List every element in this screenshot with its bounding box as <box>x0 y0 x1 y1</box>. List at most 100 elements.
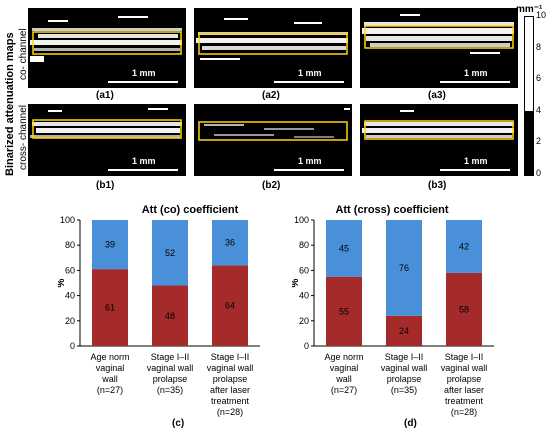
chart-c-tag: (c) <box>172 418 185 429</box>
map-texture-b1 <box>30 108 182 171</box>
category-label: vaginal wall <box>441 363 488 373</box>
bar-segment <box>212 265 248 346</box>
category-label: prolapse <box>447 374 482 384</box>
category-label: vaginal wall <box>381 363 428 373</box>
bar-segment <box>152 285 188 346</box>
map-texture-a3 <box>362 14 514 83</box>
bar-segment <box>446 272 482 346</box>
chart-d-tag: (d) <box>404 418 417 429</box>
roi-box <box>364 25 514 49</box>
roi-box <box>364 120 514 140</box>
category-label: (n=28) <box>451 407 477 417</box>
roi-box <box>32 31 182 55</box>
roi-box <box>198 121 348 141</box>
category-label: wall <box>335 374 352 384</box>
category-label: (n=27) <box>331 385 357 395</box>
bar-segment <box>386 220 422 316</box>
panel-label-b3: (b3) <box>428 180 447 191</box>
y-tick-label: 0 <box>70 341 75 351</box>
scalebar-label: 1 mm <box>298 68 322 78</box>
panel-label-a2: (a2) <box>262 90 280 101</box>
colorbar-black <box>525 111 533 175</box>
map-panel-a1: 1 mm <box>28 8 186 88</box>
colorbar-white <box>525 17 533 111</box>
category-label: (n=28) <box>217 407 243 417</box>
bar-segment <box>92 269 128 346</box>
bar-value-label: 55 <box>339 306 349 316</box>
category-label: Age norm <box>324 352 363 362</box>
category-label: (n=35) <box>157 385 183 395</box>
colorbar-tick-label: 6 <box>536 73 542 84</box>
bar-segment <box>386 315 422 346</box>
category-label: Stage I–II <box>385 352 424 362</box>
bar-value-label: 76 <box>399 263 409 273</box>
y-axis-label: % <box>58 278 67 287</box>
colorbar-tick-label: 8 <box>536 41 542 52</box>
scalebar <box>108 169 178 171</box>
colorbar <box>524 16 534 176</box>
bar-value-label: 36 <box>225 238 235 248</box>
scalebar-label: 1 mm <box>298 156 322 166</box>
y-tick-label: 100 <box>60 215 75 225</box>
map-texture-a2 <box>196 18 348 83</box>
bar-value-label: 52 <box>165 248 175 258</box>
category-label: treatment <box>211 396 250 406</box>
y-tick-label: 80 <box>65 240 75 250</box>
y-tick-label: 60 <box>299 265 309 275</box>
category-label: Stage I–II <box>151 352 190 362</box>
bar-segment <box>326 276 362 346</box>
category-label: after laser <box>444 385 484 395</box>
scalebar <box>108 81 178 83</box>
scalebar <box>440 81 510 83</box>
panel-label-a3: (a3) <box>428 90 446 101</box>
scalebar-label: 1 mm <box>464 68 488 78</box>
panel-label-a1: (a1) <box>96 90 114 101</box>
map-panel-b3: 1 mm <box>360 104 518 176</box>
bar-value-label: 42 <box>459 241 469 251</box>
category-label: (n=35) <box>391 385 417 395</box>
chart-d-title: Att (cross) coefficient <box>335 204 449 216</box>
y-tick-label: 20 <box>65 316 75 326</box>
scalebar-label: 1 mm <box>464 156 488 166</box>
category-label: vaginal wall <box>147 363 194 373</box>
colorbar-tick-label: 4 <box>536 104 542 115</box>
map-panel-a2: 1 mm <box>194 8 352 88</box>
scalebar <box>440 169 510 171</box>
bar-value-label: 45 <box>339 243 349 253</box>
y-axis-label: % <box>292 278 301 287</box>
category-label: vaginal <box>330 363 359 373</box>
scalebar-label: 1 mm <box>132 68 156 78</box>
panel-label-b1: (b1) <box>96 180 115 191</box>
y-tick-label: 60 <box>65 265 75 275</box>
bar-segment <box>326 220 362 277</box>
category-label: prolapse <box>213 374 248 384</box>
category-label: Stage I–II <box>211 352 250 362</box>
bar-value-label: 48 <box>165 311 175 321</box>
category-label: Stage I–II <box>445 352 484 362</box>
category-label: prolapse <box>387 374 422 384</box>
category-label: after laser <box>210 385 250 395</box>
category-label: Age norm <box>90 352 129 362</box>
panel-label-b2: (b2) <box>262 180 281 191</box>
roi-box <box>32 119 182 139</box>
bar-segment <box>152 220 188 286</box>
bar-value-label: 58 <box>459 304 469 314</box>
map-panel-b2: 1 mm <box>194 104 352 176</box>
scalebar <box>274 169 344 171</box>
map-texture-b2 <box>198 108 350 171</box>
map-texture-a1 <box>30 16 182 83</box>
map-panel-a3: 1 mm <box>360 8 518 88</box>
map-texture-b3 <box>362 110 514 171</box>
y-tick-label: 100 <box>294 215 309 225</box>
map-panel-b1: 1 mm <box>28 104 186 176</box>
category-label: prolapse <box>153 374 188 384</box>
colorbar-tick-label: 2 <box>536 136 542 147</box>
scalebar <box>274 81 344 83</box>
category-label: (n=27) <box>97 385 123 395</box>
bar-value-label: 64 <box>225 301 235 311</box>
chart-c-title: Att (co) coefficient <box>141 204 239 216</box>
category-label: wall <box>101 374 118 384</box>
category-label: treatment <box>445 396 484 406</box>
